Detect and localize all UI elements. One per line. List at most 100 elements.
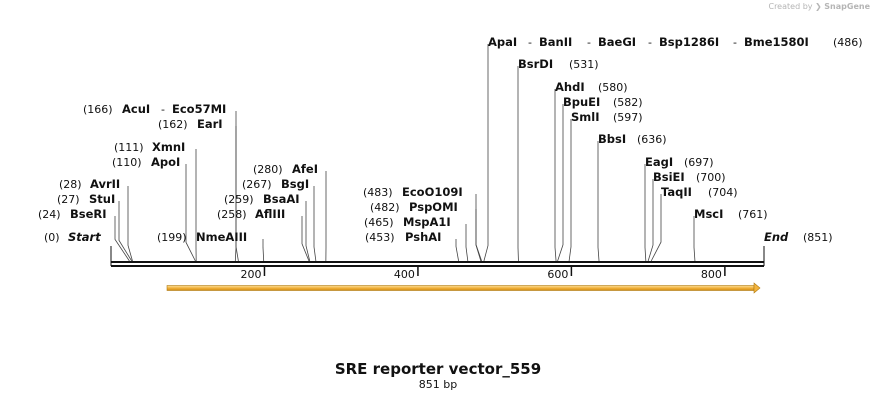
site-name-taqii: TaqII (661, 185, 692, 199)
site-position-bsgi: (267) (242, 178, 272, 191)
site-line-mspa1i (465, 224, 469, 262)
site-line-bseri (114, 216, 130, 262)
site-line-bsaai (305, 201, 311, 262)
site-separator-eco57mi: - (161, 103, 165, 116)
site-position-eco0109i: (483) (363, 186, 393, 199)
site-name-apai: ApaI (488, 35, 517, 49)
site-name-mspa1i: MspA1I (403, 215, 451, 229)
site-name-banii: BanII (539, 35, 572, 49)
site-name-bsrdi: BsrDI (518, 57, 553, 71)
site-separator-bme1580i: - (733, 36, 737, 49)
credit-brand: SnapGene (824, 2, 870, 11)
site-name-bsiei: BsiEI (653, 170, 685, 184)
site-name-bsp1286i: Bsp1286I (659, 35, 719, 49)
site-line-bpuei (557, 104, 564, 262)
site-position-afei: (280) (253, 163, 283, 176)
site-name-afliii: AflIII (255, 207, 285, 221)
feature-bar (166, 285, 755, 291)
tick-label-600: 600 (547, 268, 568, 281)
feature-arrowhead (753, 282, 761, 294)
site-position-bbsi: (636) (637, 133, 667, 146)
site-name-bpuei: BpuEI (563, 95, 600, 109)
site-name-eagi: EagI (645, 155, 673, 169)
site-position-pspomi: (482) (370, 201, 400, 214)
site-position-avrii: (28) (59, 178, 82, 191)
site-position-eagi: (697) (684, 156, 714, 169)
site-separator-baegi: - (587, 36, 591, 49)
site-name-msci: MscI (694, 207, 723, 221)
site-position-acui: (166) (83, 103, 113, 116)
site-name-smli: SmlI (571, 110, 600, 124)
snapgene-logo-icon: ❯ (815, 2, 822, 11)
start-label: Start (68, 230, 101, 244)
site-line-bsgi (313, 186, 317, 262)
site-position-bsrdi: (531) (569, 58, 599, 71)
site-line-bbsi (597, 141, 600, 262)
site-name-eco57mi: Eco57MI (172, 102, 226, 116)
tick-label-400: 400 (394, 268, 415, 281)
feature-arrow (166, 282, 761, 294)
end-label: End (764, 230, 789, 244)
site-name-bme1580i: Bme1580I (744, 35, 809, 49)
credit-prefix: Created by (768, 2, 813, 11)
axis-ticks: 200 400 600 800 (240, 266, 726, 281)
sequence-backbone (110, 246, 765, 267)
site-labels: (0) Start End (851) (24) BseRI (27) StuI… (38, 35, 863, 244)
site-lines (114, 44, 696, 262)
site-name-baegi: BaeGI (598, 35, 636, 49)
site-position-bsaai: (259) (224, 193, 254, 206)
sequence-length: 851 bp (418, 378, 458, 391)
site-name-pspomi: PspOMI (409, 200, 458, 214)
site-position-smli: (597) (613, 111, 643, 124)
site-name-bbsi: BbsI (598, 132, 626, 146)
site-name-pshai: PshAI (405, 230, 441, 244)
site-position-eari: (162) (158, 118, 188, 131)
site-name-bsgi: BsgI (281, 177, 309, 191)
site-position-taqii: (704) (708, 186, 738, 199)
site-line-pspomi (475, 209, 482, 262)
tick-label-200: 200 (240, 268, 261, 281)
site-name-stui: StuI (89, 192, 115, 206)
site-position-stui: (27) (57, 193, 80, 206)
site-name-ahdi: AhdI (555, 80, 585, 94)
site-line-msci (693, 216, 696, 262)
site-position-ahdi: (580) (598, 81, 628, 94)
site-line-ahdi (554, 89, 557, 262)
site-line-apoi (185, 164, 196, 262)
end-position: (851) (803, 231, 833, 244)
site-position-apoi: (110) (112, 156, 142, 169)
site-position-bme1580i: (486) (833, 36, 863, 49)
site-position-nmeaiii: (199) (157, 231, 187, 244)
site-line-smli (568, 119, 572, 262)
site-line-pshai (455, 239, 459, 262)
site-name-nmeaiii: NmeAIII (196, 230, 247, 244)
site-line-afliii (301, 216, 310, 262)
site-line-eagi (644, 164, 647, 262)
site-name-eari: EarI (197, 117, 223, 131)
site-position-xmni: (111) (114, 141, 144, 154)
site-line-eco0109i (475, 194, 482, 262)
site-line-bsiei (647, 179, 654, 262)
site-position-pshai: (453) (365, 231, 395, 244)
site-name-xmni: XmnI (152, 140, 185, 154)
sequence-title: SRE reporter vector_559 (334, 360, 542, 378)
site-name-acui: AcuI (122, 102, 150, 116)
site-separator-banii: - (528, 36, 532, 49)
site-line-nmeaiii (262, 239, 265, 262)
site-name-afei: AfeI (292, 162, 318, 176)
site-name-apoi: ApoI (151, 155, 180, 169)
site-position-bseri: (24) (38, 208, 61, 221)
site-name-eco0109i: EcoO109I (402, 185, 463, 199)
site-position-msci: (761) (738, 208, 768, 221)
snapgene-credit: Created by ❯ SnapGene (768, 2, 870, 11)
site-line-apai (483, 44, 489, 262)
site-name-avrii: AvrII (90, 177, 120, 191)
site-line-avrii (127, 186, 133, 262)
site-line-acui (235, 111, 239, 262)
start-position: (0) (44, 231, 60, 244)
site-position-bpuei: (582) (613, 96, 643, 109)
site-name-bsaai: BsaAI (263, 192, 300, 206)
site-position-mspa1i: (465) (364, 216, 394, 229)
tick-label-800: 800 (701, 268, 722, 281)
site-name-bseri: BseRI (70, 207, 107, 221)
